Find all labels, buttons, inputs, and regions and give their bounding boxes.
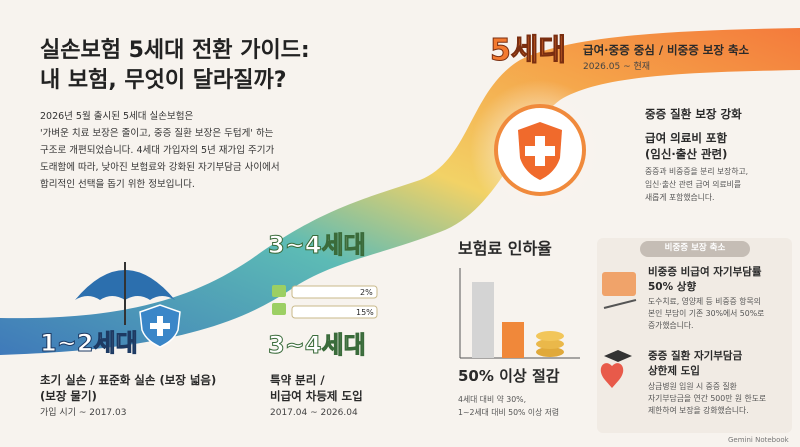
feature-desc: 임신·출산 관련 급여 의료비를 <box>645 180 741 189</box>
panel-item-desc: 증가했습니다. <box>648 321 694 330</box>
feature: 급여 의료비 포함 <box>645 131 728 145</box>
intro: '가벼운 치료 보장은 줄이고, 중증 질환 보장은 두텁게' 하는 <box>40 128 274 139</box>
feature: (임신·출산 관련) <box>645 147 728 161</box>
icon-item1 <box>602 272 636 296</box>
feature-desc: 새롭게 포함했습니다. <box>645 193 715 202</box>
bar-label: 2% <box>360 288 373 297</box>
stage-period: 가입 시기 ~ 2017.03 <box>40 408 127 418</box>
icon-item2 <box>600 363 624 388</box>
feature-desc: 중증과 비중증을 분리 보장하고, <box>645 167 749 176</box>
feature: 중증 질환 보장 강화 <box>645 107 742 121</box>
stage-desc: 특약 분리 / <box>270 373 325 387</box>
intro: 2026년 5월 출시된 5세대 실손보험은 <box>40 111 194 122</box>
panel-item-desc: 상급병원 입원 시 중증 질환 <box>648 382 737 391</box>
panel-item-title: 50% 상향 <box>648 281 697 293</box>
stage-label: 1~2세대 <box>40 329 139 357</box>
panel-item-title: 중증 질환 자기부담금 <box>648 350 743 362</box>
panel-header: 비중증 보장 축소 <box>664 243 726 253</box>
premium-desc: 1~2세대 대비 50% 이상 저렴 <box>458 408 560 417</box>
cross <box>525 146 555 156</box>
stage-desc: (보장 물기) <box>40 389 97 403</box>
cross <box>150 323 170 329</box>
icon-block <box>272 303 286 315</box>
premium-title: 보험료 인하율 <box>458 239 552 258</box>
premium-headline: 50% 이상 절감 <box>458 367 560 385</box>
panel-item-desc: 제한하여 보장을 강화했습니다. <box>648 406 749 415</box>
icon-block <box>272 285 286 297</box>
stage-period: 2026.05 ~ 현재 <box>583 62 651 72</box>
panel-item-desc: 본인 부담이 기존 30%에서 50%로 <box>648 309 765 318</box>
ribbon <box>0 28 800 355</box>
icon-item2 <box>604 350 632 362</box>
stage-desc: 급여·중증 중심 / 비중증 보장 축소 <box>583 43 750 57</box>
bar-label: 15% <box>356 308 374 317</box>
intro: 구조로 개편되었습니다. 4세대 가입자의 5년 재가입 주기가 <box>40 145 275 156</box>
panel <box>597 238 792 433</box>
stage-period: 2017.04 ~ 2026.04 <box>270 408 358 418</box>
footer: Gemini Notebook <box>728 436 789 444</box>
intro: 도래함에 따라, 낮아진 보험료와 강화된 자기부담금 사이에서 <box>40 162 280 173</box>
stage-label: 3~4세대 <box>268 231 367 259</box>
stage-label: 5세대 <box>489 33 567 68</box>
panel-item-desc: 도수치료, 영양제 등 비중증 항목의 <box>648 297 761 306</box>
bar-new <box>502 322 524 358</box>
intro: 합리적인 선택을 돕기 위한 정보입니다. <box>40 179 195 190</box>
rate-bar <box>291 305 378 319</box>
premium-desc: 4세대 대비 약 30%, <box>458 395 527 404</box>
stage-desc: 초기 실손 / 표준화 실손 (보장 넓음) <box>40 373 217 387</box>
stage-label: 3~4세대 <box>268 331 367 359</box>
coins <box>536 347 564 357</box>
bar-old <box>472 282 494 358</box>
icon-item1 <box>603 299 637 309</box>
panel-pill <box>640 241 750 257</box>
title: 실손보험 5세대 전환 가이드: <box>40 38 310 63</box>
panel-item-title: 상한제 도입 <box>648 365 700 377</box>
panel-item-desc: 자기부담금을 연간 500만 원 한도로 <box>648 394 767 403</box>
stage-desc: 비급여 차등제 도입 <box>270 389 363 403</box>
coins <box>536 339 564 349</box>
panel-item-title: 비중증 비급여 자기부담률 <box>648 266 762 278</box>
coins <box>536 331 564 341</box>
title: 내 보험, 무엇이 달라질까? <box>40 68 287 93</box>
rate-bar <box>291 285 378 299</box>
